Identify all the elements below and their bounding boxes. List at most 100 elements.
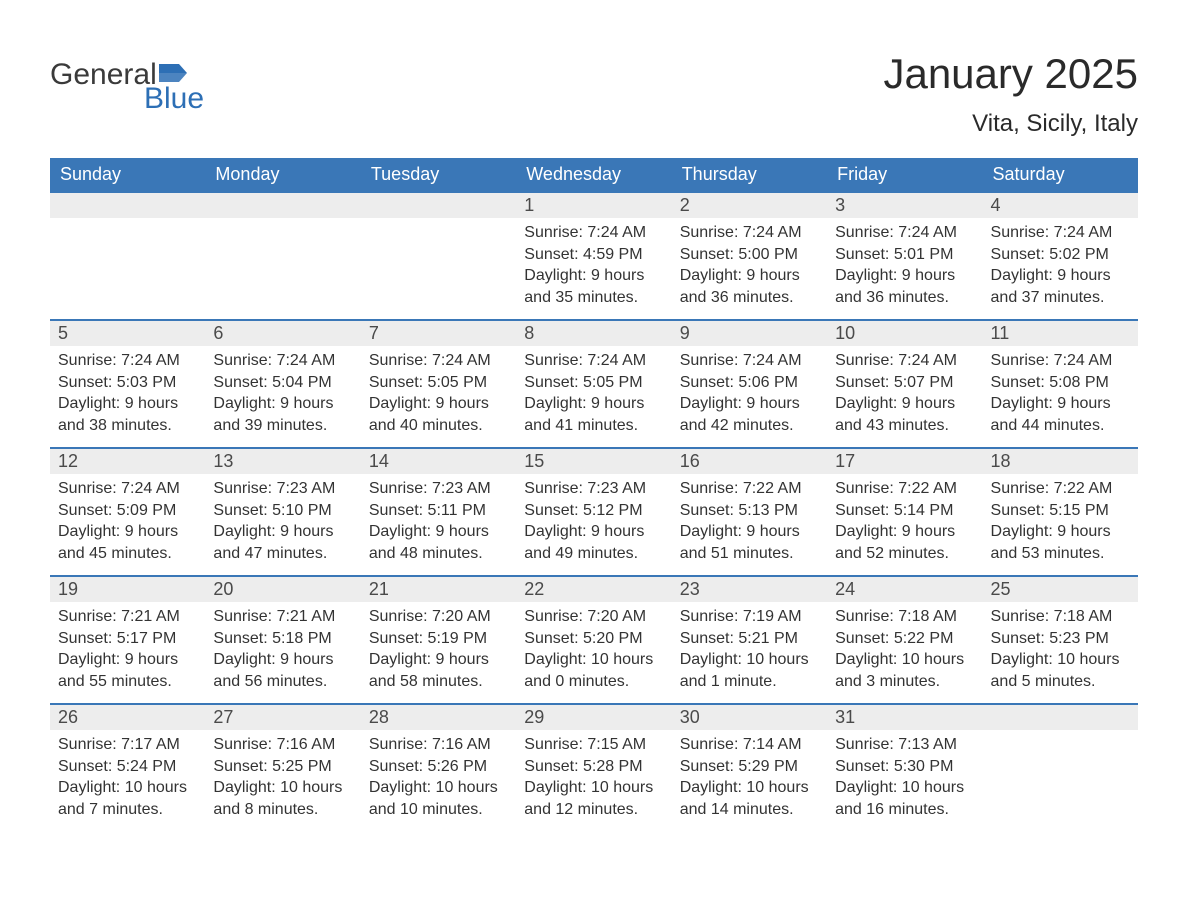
day-details: Sunrise: 7:24 AMSunset: 5:03 PMDaylight:… (50, 346, 205, 444)
detail-sunrise: Sunrise: 7:23 AM (213, 478, 352, 500)
detail-dl1: Daylight: 10 hours (524, 777, 663, 799)
detail-dl1: Daylight: 9 hours (369, 393, 508, 415)
detail-sunrise: Sunrise: 7:24 AM (991, 350, 1130, 372)
detail-dl2: and 44 minutes. (991, 415, 1130, 437)
detail-dl2: and 35 minutes. (524, 287, 663, 309)
day-details: Sunrise: 7:19 AMSunset: 5:21 PMDaylight:… (672, 602, 827, 700)
detail-dl2: and 8 minutes. (213, 799, 352, 821)
day-number: 10 (827, 321, 982, 346)
detail-dl1: Daylight: 10 hours (58, 777, 197, 799)
detail-dl2: and 1 minute. (680, 671, 819, 693)
day-cell: 23Sunrise: 7:19 AMSunset: 5:21 PMDayligh… (672, 576, 827, 704)
detail-dl2: and 53 minutes. (991, 543, 1130, 565)
day-details: Sunrise: 7:21 AMSunset: 5:17 PMDaylight:… (50, 602, 205, 700)
day-details: Sunrise: 7:22 AMSunset: 5:13 PMDaylight:… (672, 474, 827, 572)
day-cell: 11Sunrise: 7:24 AMSunset: 5:08 PMDayligh… (983, 320, 1138, 448)
detail-dl1: Daylight: 9 hours (991, 521, 1130, 543)
detail-dl2: and 16 minutes. (835, 799, 974, 821)
detail-sunset: Sunset: 5:13 PM (680, 500, 819, 522)
day-number: 21 (361, 577, 516, 602)
detail-sunset: Sunset: 5:28 PM (524, 756, 663, 778)
detail-sunset: Sunset: 5:05 PM (369, 372, 508, 394)
weekday-header-row: Sunday Monday Tuesday Wednesday Thursday… (50, 158, 1138, 192)
detail-sunset: Sunset: 5:10 PM (213, 500, 352, 522)
day-number: 5 (50, 321, 205, 346)
detail-sunset: Sunset: 5:09 PM (58, 500, 197, 522)
day-cell: 2Sunrise: 7:24 AMSunset: 5:00 PMDaylight… (672, 192, 827, 320)
week-row: 26Sunrise: 7:17 AMSunset: 5:24 PMDayligh… (50, 704, 1138, 832)
detail-sunset: Sunset: 5:05 PM (524, 372, 663, 394)
detail-sunrise: Sunrise: 7:24 AM (680, 222, 819, 244)
detail-dl2: and 52 minutes. (835, 543, 974, 565)
detail-sunrise: Sunrise: 7:14 AM (680, 734, 819, 756)
detail-sunset: Sunset: 5:14 PM (835, 500, 974, 522)
detail-dl2: and 36 minutes. (680, 287, 819, 309)
detail-sunrise: Sunrise: 7:24 AM (524, 222, 663, 244)
day-details: Sunrise: 7:24 AMSunset: 4:59 PMDaylight:… (516, 218, 671, 316)
day-number: 24 (827, 577, 982, 602)
detail-sunrise: Sunrise: 7:24 AM (524, 350, 663, 372)
detail-sunrise: Sunrise: 7:24 AM (835, 222, 974, 244)
detail-dl1: Daylight: 9 hours (58, 649, 197, 671)
day-cell: 4Sunrise: 7:24 AMSunset: 5:02 PMDaylight… (983, 192, 1138, 320)
day-number: 6 (205, 321, 360, 346)
day-number: 2 (672, 193, 827, 218)
day-details: Sunrise: 7:21 AMSunset: 5:18 PMDaylight:… (205, 602, 360, 700)
day-details: Sunrise: 7:18 AMSunset: 5:23 PMDaylight:… (983, 602, 1138, 700)
detail-dl1: Daylight: 9 hours (58, 521, 197, 543)
day-cell: 27Sunrise: 7:16 AMSunset: 5:25 PMDayligh… (205, 704, 360, 832)
day-details: Sunrise: 7:24 AMSunset: 5:08 PMDaylight:… (983, 346, 1138, 444)
detail-dl2: and 47 minutes. (213, 543, 352, 565)
day-cell: 1Sunrise: 7:24 AMSunset: 4:59 PMDaylight… (516, 192, 671, 320)
detail-dl2: and 37 minutes. (991, 287, 1130, 309)
detail-sunrise: Sunrise: 7:18 AM (835, 606, 974, 628)
day-details: Sunrise: 7:16 AMSunset: 5:26 PMDaylight:… (361, 730, 516, 828)
day-cell: 7Sunrise: 7:24 AMSunset: 5:05 PMDaylight… (361, 320, 516, 448)
detail-sunset: Sunset: 5:21 PM (680, 628, 819, 650)
detail-dl1: Daylight: 9 hours (58, 393, 197, 415)
detail-sunrise: Sunrise: 7:15 AM (524, 734, 663, 756)
detail-sunrise: Sunrise: 7:24 AM (58, 478, 197, 500)
day-details: Sunrise: 7:24 AMSunset: 5:07 PMDaylight:… (827, 346, 982, 444)
detail-dl2: and 3 minutes. (835, 671, 974, 693)
day-cell (205, 192, 360, 320)
day-cell: 17Sunrise: 7:22 AMSunset: 5:14 PMDayligh… (827, 448, 982, 576)
day-details: Sunrise: 7:18 AMSunset: 5:22 PMDaylight:… (827, 602, 982, 700)
day-number: 28 (361, 705, 516, 730)
detail-dl1: Daylight: 9 hours (680, 393, 819, 415)
detail-dl2: and 58 minutes. (369, 671, 508, 693)
detail-dl2: and 49 minutes. (524, 543, 663, 565)
day-cell: 6Sunrise: 7:24 AMSunset: 5:04 PMDaylight… (205, 320, 360, 448)
day-number-empty (983, 705, 1138, 730)
day-cell: 15Sunrise: 7:23 AMSunset: 5:12 PMDayligh… (516, 448, 671, 576)
week-row: 1Sunrise: 7:24 AMSunset: 4:59 PMDaylight… (50, 192, 1138, 320)
detail-dl1: Daylight: 9 hours (835, 265, 974, 287)
detail-dl1: Daylight: 9 hours (369, 521, 508, 543)
detail-dl1: Daylight: 10 hours (835, 777, 974, 799)
logo: General Blue (50, 50, 204, 116)
day-cell: 25Sunrise: 7:18 AMSunset: 5:23 PMDayligh… (983, 576, 1138, 704)
weekday-header: Wednesday (516, 158, 671, 192)
detail-dl1: Daylight: 9 hours (524, 521, 663, 543)
day-details: Sunrise: 7:24 AMSunset: 5:06 PMDaylight:… (672, 346, 827, 444)
weekday-header: Sunday (50, 158, 205, 192)
day-details: Sunrise: 7:22 AMSunset: 5:14 PMDaylight:… (827, 474, 982, 572)
day-cell: 9Sunrise: 7:24 AMSunset: 5:06 PMDaylight… (672, 320, 827, 448)
day-number: 27 (205, 705, 360, 730)
detail-dl1: Daylight: 9 hours (835, 521, 974, 543)
day-cell: 10Sunrise: 7:24 AMSunset: 5:07 PMDayligh… (827, 320, 982, 448)
day-cell: 21Sunrise: 7:20 AMSunset: 5:19 PMDayligh… (361, 576, 516, 704)
detail-sunrise: Sunrise: 7:17 AM (58, 734, 197, 756)
day-number: 31 (827, 705, 982, 730)
detail-sunset: Sunset: 5:08 PM (991, 372, 1130, 394)
day-details: Sunrise: 7:24 AMSunset: 5:04 PMDaylight:… (205, 346, 360, 444)
day-cell: 5Sunrise: 7:24 AMSunset: 5:03 PMDaylight… (50, 320, 205, 448)
day-number: 29 (516, 705, 671, 730)
detail-dl2: and 55 minutes. (58, 671, 197, 693)
detail-dl2: and 56 minutes. (213, 671, 352, 693)
day-cell: 13Sunrise: 7:23 AMSunset: 5:10 PMDayligh… (205, 448, 360, 576)
day-details: Sunrise: 7:24 AMSunset: 5:00 PMDaylight:… (672, 218, 827, 316)
detail-sunrise: Sunrise: 7:24 AM (991, 222, 1130, 244)
day-number: 15 (516, 449, 671, 474)
day-cell (361, 192, 516, 320)
